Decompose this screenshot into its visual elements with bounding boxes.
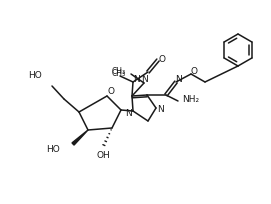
Text: O: O xyxy=(191,68,198,76)
Text: O: O xyxy=(108,88,115,96)
Text: HO: HO xyxy=(28,71,42,81)
Text: N: N xyxy=(142,74,149,83)
Text: N: N xyxy=(157,105,163,114)
Polygon shape xyxy=(72,130,88,145)
Text: O: O xyxy=(159,54,166,63)
Text: N: N xyxy=(133,74,139,83)
Text: NH₂: NH₂ xyxy=(182,94,199,103)
Text: CH₃: CH₃ xyxy=(112,67,126,75)
Text: N: N xyxy=(126,110,132,119)
Text: OH: OH xyxy=(96,152,110,161)
Text: HO: HO xyxy=(46,145,60,154)
Text: CH₃: CH₃ xyxy=(112,69,126,78)
Text: N: N xyxy=(176,75,182,84)
